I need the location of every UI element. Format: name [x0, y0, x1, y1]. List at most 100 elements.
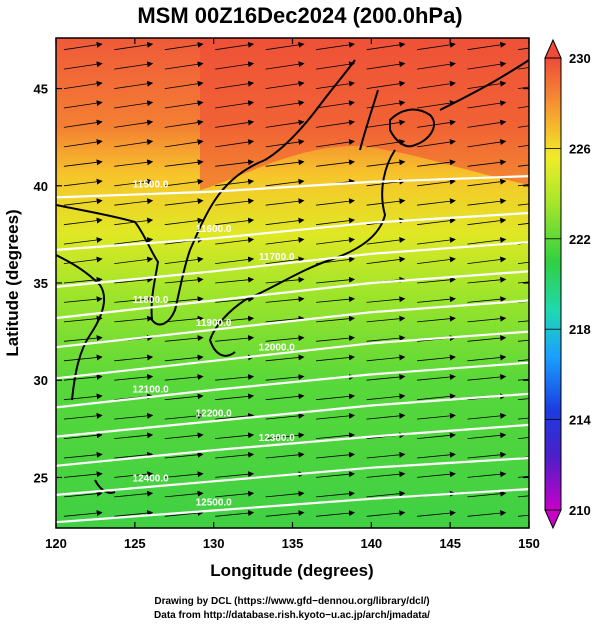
- wind-arrow: [63, 374, 103, 381]
- wind-arrow: [164, 80, 204, 89]
- wind-arrow: [366, 471, 406, 478]
- wind-arrow: [215, 276, 255, 284]
- wind-arrow: [366, 256, 406, 264]
- wind-arrow: [164, 335, 204, 342]
- wind-arrow: [517, 495, 529, 498]
- wind-arrow: [114, 354, 154, 362]
- x-tick-label: 120: [45, 536, 67, 551]
- wind-arrow: [417, 296, 456, 303]
- wind-arrow: [164, 139, 204, 148]
- wind-arrow: [417, 80, 456, 89]
- wind-arrow: [215, 80, 255, 89]
- wind-arrow: [316, 139, 355, 148]
- wind-arrow: [114, 315, 154, 323]
- wind-arrow: [467, 296, 507, 303]
- contour-line: [56, 423, 529, 467]
- credit-line-2: Data from http://database.rish.kyoto−u.a…: [154, 610, 430, 621]
- wind-arrow: [467, 490, 507, 498]
- wind-arrow: [467, 374, 507, 381]
- wind-arrow: [164, 256, 204, 264]
- wind-arrow: [114, 139, 154, 148]
- wind-arrow: [366, 315, 406, 323]
- contour-label: 12000.0: [259, 343, 296, 354]
- wind-arrow: [417, 315, 456, 323]
- colorbar-tick-label: 222: [569, 232, 591, 247]
- wind-arrow: [265, 41, 305, 51]
- sakhalin-coast: [359, 89, 379, 151]
- y-tick-label: 35: [34, 276, 48, 291]
- colorbar-extend-max: [544, 38, 562, 59]
- contour-label: 12200.0: [196, 409, 233, 420]
- colorbar-tick-label: 226: [569, 141, 591, 156]
- wind-arrow: [517, 67, 529, 70]
- wind-arrow: [517, 184, 529, 187]
- wind-arrow: [164, 393, 204, 401]
- wind-arrow: [517, 378, 529, 381]
- wind-arrow: [316, 451, 355, 459]
- wind-arrow: [316, 432, 355, 439]
- wind-arrow: [265, 393, 305, 401]
- contour-label: 12300.0: [259, 433, 296, 444]
- wind-arrow: [366, 490, 406, 498]
- wind-arrow: [265, 119, 305, 128]
- wind-arrow: [63, 61, 103, 70]
- wind-arrow: [164, 100, 204, 109]
- wind-arrow: [63, 139, 103, 148]
- wind-arrow: [63, 296, 103, 303]
- wind-arrow: [517, 47, 529, 51]
- colorbar-scale: [544, 57, 562, 511]
- wind-arrow: [215, 490, 255, 498]
- wind-arrow: [63, 80, 103, 89]
- wind-arrow: [215, 412, 255, 420]
- wind-arrow: [164, 61, 204, 70]
- wind-arrow: [316, 119, 355, 128]
- contour-label: 11500.0: [133, 179, 169, 190]
- wind-arrow: [467, 119, 507, 128]
- wind-arrow: [366, 119, 406, 128]
- wind-arrow: [517, 203, 529, 206]
- wind-arrow: [467, 256, 507, 264]
- wind-arrow: [417, 119, 456, 128]
- wind-arrow: [517, 475, 529, 478]
- wind-arrow: [164, 432, 204, 439]
- wind-arrow: [63, 100, 103, 109]
- wind-arrow: [63, 217, 103, 226]
- wind-arrow: [467, 61, 507, 70]
- wind-arrow: [63, 178, 103, 187]
- wind-arrow: [114, 80, 154, 89]
- wind-arrow: [215, 217, 255, 226]
- wind-arrow: [265, 451, 305, 459]
- wind-arrow: [265, 100, 305, 109]
- y-tick-label: 45: [34, 82, 48, 97]
- colorbar: 210 214 218 222 226 230: [544, 38, 591, 530]
- wind-arrow: [114, 61, 154, 70]
- wind-arrow: [366, 354, 406, 362]
- wind-arrow: [366, 296, 406, 303]
- contour-label: 12400.0: [133, 474, 170, 485]
- wind-arrow: [164, 451, 204, 459]
- wind-arrow: [517, 437, 529, 439]
- wind-arrow: [215, 432, 255, 439]
- wind-arrow: [63, 41, 103, 51]
- wind-arrow: [417, 510, 456, 517]
- wind-arrow: [517, 222, 529, 226]
- wind-arrow: [114, 178, 154, 187]
- wind-arrow: [265, 159, 305, 167]
- wind-arrow: [164, 354, 204, 362]
- wind-arrow: [164, 374, 204, 381]
- wind-arrow: [164, 276, 204, 284]
- wind-arrow: [316, 100, 355, 109]
- wind-arrow: [164, 178, 204, 187]
- wind-arrow: [517, 320, 529, 323]
- wind-arrow: [366, 237, 406, 245]
- wind-arrow: [265, 296, 305, 303]
- x-tick-label: 130: [203, 536, 225, 551]
- wind-arrow: [467, 315, 507, 323]
- contour-line: [56, 175, 529, 199]
- wind-arrow: [114, 159, 154, 167]
- wind-arrow: [265, 198, 305, 206]
- wind-arrow: [316, 354, 355, 362]
- wind-arrow: [114, 198, 154, 206]
- wind-arrow: [517, 281, 529, 284]
- wind-arrow: [467, 510, 507, 517]
